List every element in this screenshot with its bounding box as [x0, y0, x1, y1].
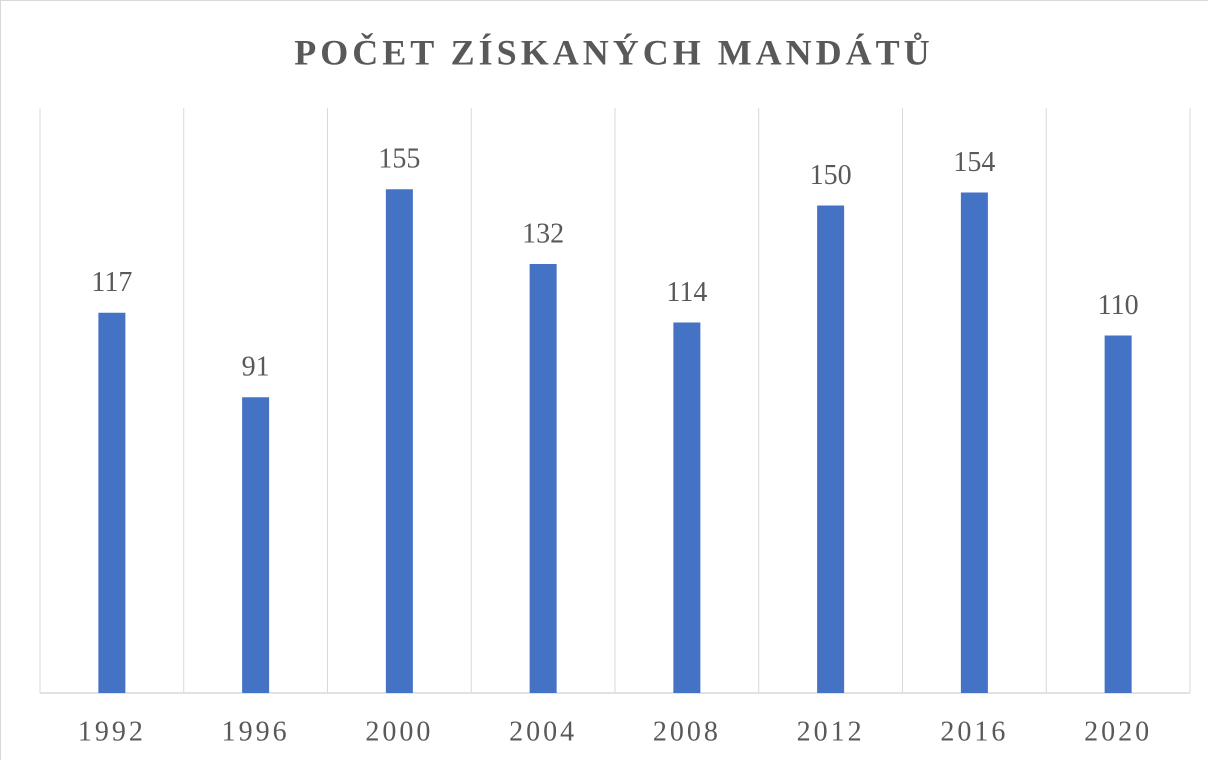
data-label: 91 — [242, 352, 270, 383]
x-tick-label: 2000 — [365, 716, 433, 747]
x-tick-label: 1992 — [78, 716, 146, 747]
bar — [385, 189, 413, 693]
chart-title: POČET ZÍSKANÝCH MANDÁTŮ — [294, 32, 933, 72]
bar — [98, 312, 126, 693]
x-tick-label: 2020 — [1084, 716, 1152, 747]
data-label: 117 — [91, 267, 132, 298]
x-tick-label: 2004 — [509, 716, 577, 747]
bar — [529, 264, 557, 693]
data-label: 114 — [666, 277, 707, 308]
bar — [242, 397, 270, 693]
x-tick-label: 2012 — [797, 716, 865, 747]
data-label: 110 — [1098, 290, 1139, 321]
data-label: 132 — [522, 218, 564, 249]
bar — [1104, 335, 1132, 693]
x-tick-label: 2016 — [940, 716, 1008, 747]
data-label: 150 — [810, 160, 852, 191]
data-label: 155 — [378, 144, 420, 175]
data-label: 154 — [953, 147, 995, 178]
bar — [960, 192, 988, 693]
bar — [673, 322, 701, 693]
bar — [817, 205, 845, 693]
x-tick-label: 2008 — [653, 716, 721, 747]
x-tick-label: 1996 — [222, 716, 290, 747]
